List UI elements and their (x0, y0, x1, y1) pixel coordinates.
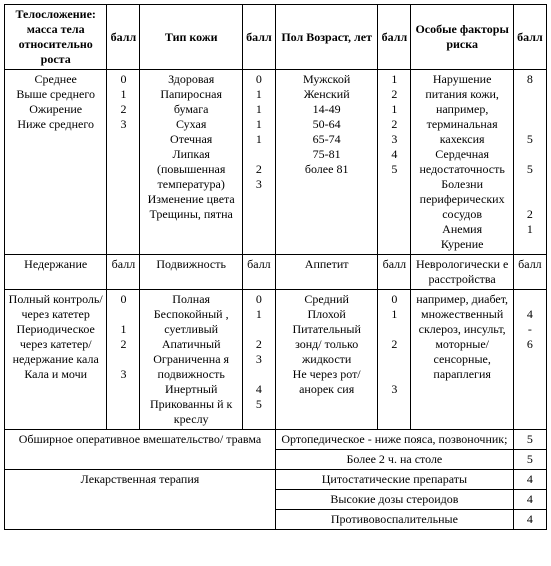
hdr-score-8: балл (513, 255, 546, 290)
cell-neuro: например, диабет, множественный склероз,… (411, 290, 513, 430)
hdr-skin-type: Тип кожи (140, 5, 242, 70)
hdr-incontinence: Недержание (5, 255, 107, 290)
cell-appetite: СреднийПлохойПитательный зонд/ только жи… (275, 290, 377, 430)
hdr-score-3: балл (378, 5, 411, 70)
cell-score-1: 0123 (107, 70, 140, 255)
hdr-score-7: балл (378, 255, 411, 290)
hdr-score-5: балл (107, 255, 140, 290)
cell-score-steroids: 4 (513, 490, 546, 510)
hdr-mobility: Подвижность (140, 255, 242, 290)
hdr-score-6: балл (242, 255, 275, 290)
cell-drug-therapy: Лекарственная терапия (5, 470, 276, 530)
cell-table-time: Более 2 ч. на столе (275, 450, 513, 470)
cell-mobility: ПолнаяБеспокойный , суетливыйАпатичныйОг… (140, 290, 242, 430)
cell-score-7: 01 2 3 (378, 290, 411, 430)
cell-sex-age: МужскойЖенский14-4950-6465-7475-81более … (275, 70, 377, 255)
cell-score-cyto: 4 (513, 470, 546, 490)
cell-cytostatic: Цитостатические препараты (275, 470, 513, 490)
data-row-block-2: Полный контроль/ через катетерПериодичес… (5, 290, 547, 430)
cell-score-time: 5 (513, 450, 546, 470)
cell-score-antiinf: 4 (513, 510, 546, 530)
risk-assessment-table: Телосложение: масса тела относительно ро… (4, 4, 547, 530)
hdr-score-2: балл (242, 5, 275, 70)
cell-orthopedic: Ортопедическое - ниже пояса, позвоночник… (275, 430, 513, 450)
cell-antiinflammatory: Противовоспалительные (275, 510, 513, 530)
cell-score-5: 0 12 3 (107, 290, 140, 430)
cell-score-4: 8 5 5 21 (513, 70, 546, 255)
hdr-score-4: балл (513, 5, 546, 70)
cell-score-3: 1212345 (378, 70, 411, 255)
cell-skin-type: ЗдороваяПапиросная бумагаСухаяОтечнаяЛип… (140, 70, 242, 255)
cell-incontinence: Полный контроль/ через катетерПериодичес… (5, 290, 107, 430)
cell-score-6: 01 23 45 (242, 290, 275, 430)
hdr-neuro: Неврологически е расстройства (411, 255, 513, 290)
hdr-risk-factors: Особые факторы риска (411, 5, 513, 70)
cell-score-ortho: 5 (513, 430, 546, 450)
header-row-2: Недержание балл Подвижность балл Аппетит… (5, 255, 547, 290)
bottom-row-1: Обширное оперативное вмешательство/ трав… (5, 430, 547, 450)
cell-score-2: 01111 23 (242, 70, 275, 255)
hdr-appetite: Аппетит (275, 255, 377, 290)
cell-surgery-trauma: Обширное оперативное вмешательство/ трав… (5, 430, 276, 470)
cell-score-8: 4-6 (513, 290, 546, 430)
bottom-row-3: Лекарственная терапия Цитостатические пр… (5, 470, 547, 490)
cell-body-build: СреднееВыше среднегоОжирениеНиже среднег… (5, 70, 107, 255)
data-row-block-1: СреднееВыше среднегоОжирениеНиже среднег… (5, 70, 547, 255)
cell-steroids: Высокие дозы стероидов (275, 490, 513, 510)
header-row-1: Телосложение: масса тела относительно ро… (5, 5, 547, 70)
hdr-sex-age: Пол Возраст, лет (275, 5, 377, 70)
cell-risk-factors: Нарушение питания кожи, например, термин… (411, 70, 513, 255)
hdr-score-1: балл (107, 5, 140, 70)
hdr-body-build: Телосложение: масса тела относительно ро… (5, 5, 107, 70)
